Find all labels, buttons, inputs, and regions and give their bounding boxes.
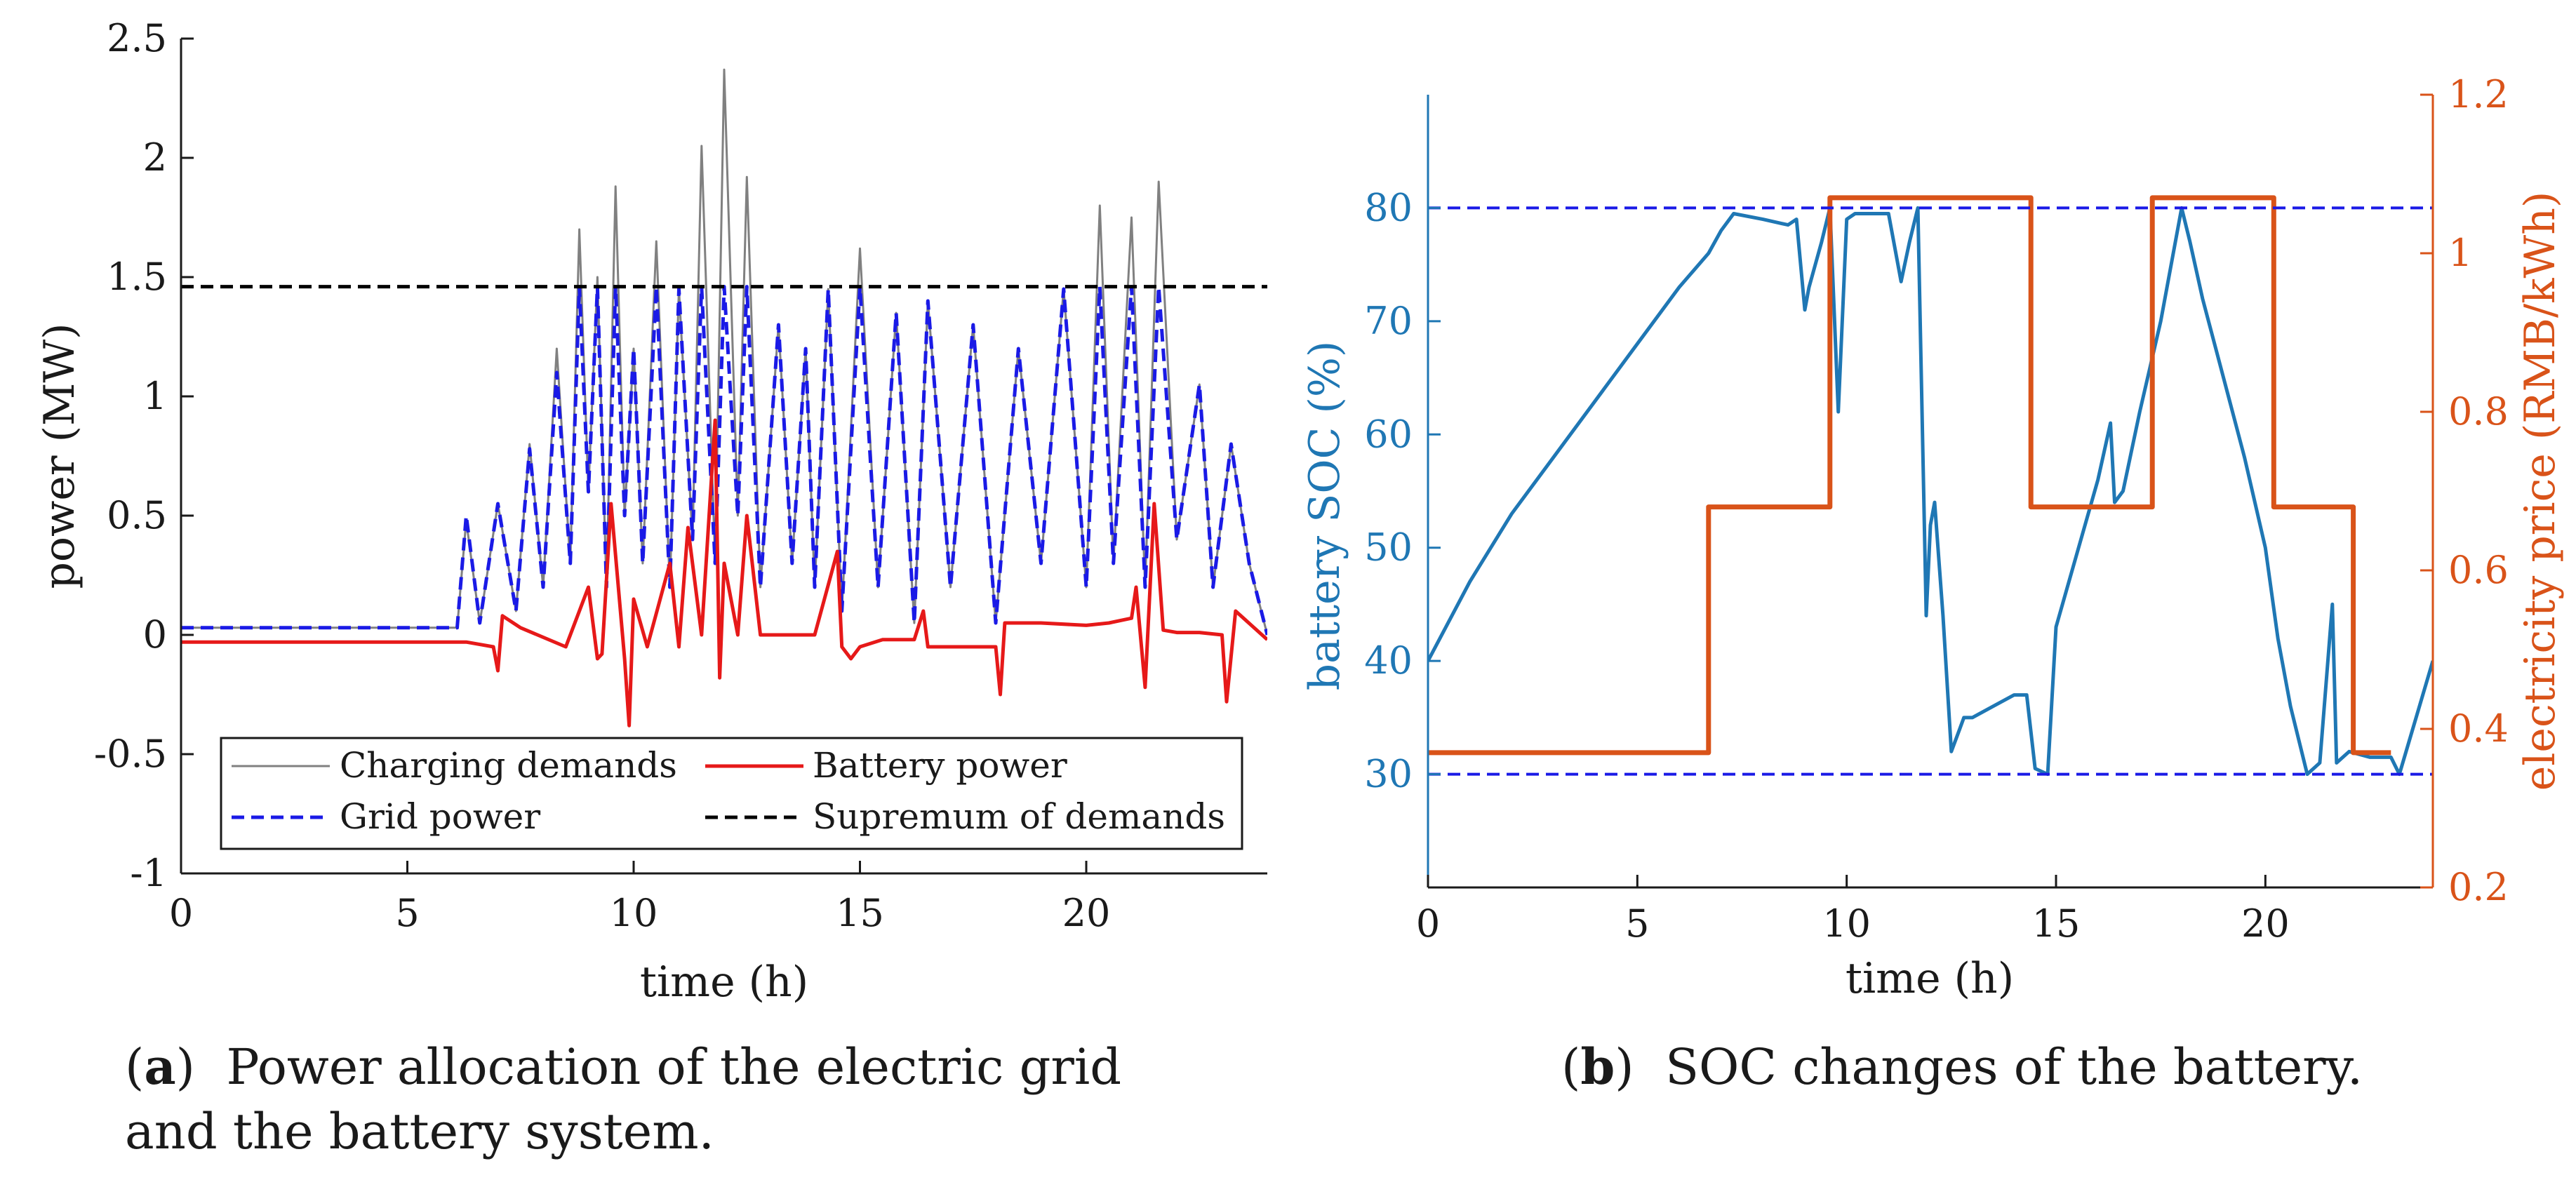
- panel-a-ytick-label: 0.5: [107, 493, 167, 537]
- legend-label-battery-power: Battery power: [813, 745, 1067, 786]
- panel-b-xtick-label: 10: [1822, 901, 1871, 946]
- panel-b-left-ytick-label: 60: [1364, 412, 1413, 456]
- legend-box: [220, 737, 1243, 850]
- panel-b-ylabel-right: electricity price (RMB/kWh): [2516, 192, 2565, 791]
- panel-a-ytick-label: 2: [143, 135, 167, 180]
- panel-b-xtick-label: 15: [2032, 901, 2081, 946]
- legend-label-supremum: Supremum of demands: [813, 796, 1225, 837]
- panel-b-right-ytick-label: 0.4: [2448, 706, 2509, 751]
- panel-b-axes: 30 40 50 60 70 80 0.2 0.4 0.6 0.8 1 1.2 0 5 10 15 20: [1364, 72, 2509, 946]
- panel-a-xtick-label: 0: [169, 891, 193, 935]
- panel-a-ylabel: power (MW): [35, 323, 84, 589]
- caption-b: (b) SOC changes of the battery.: [1561, 1038, 2363, 1096]
- panel-a-plot-area: [181, 39, 1267, 873]
- legend-label-grid-power: Grid power: [340, 796, 540, 837]
- panel-b-left-ytick-label: 40: [1364, 638, 1413, 683]
- panel-b-ylabel-left: battery SOC (%): [1300, 341, 1349, 691]
- panel-b-xlabel: time (h): [1846, 954, 2014, 1003]
- panel-b-left-ytick-label: 70: [1364, 299, 1413, 343]
- panel-a-series-battery-power: [181, 418, 1267, 727]
- panel-b-right-ytick-label: 0.2: [2448, 865, 2509, 909]
- panel-a-legend: Charging demands Battery power Grid powe…: [220, 737, 1243, 850]
- panel-b-series-electricity-price: [1428, 195, 2391, 756]
- panel-a-ytick-label: 1.5: [107, 255, 167, 299]
- panel-b-right-ytick-label: 0.6: [2448, 548, 2509, 592]
- panel-b-xtick-label: 0: [1416, 901, 1440, 946]
- panel-a-ytick-label: 2.5: [107, 16, 167, 60]
- panel-a-xtick-label: 10: [610, 891, 658, 935]
- panel-b-series-group: [1428, 195, 2433, 777]
- panel-b: 30 40 50 60 70 80 0.2 0.4 0.6 0.8 1 1.2 0 5 10 15 20 tim…: [1300, 72, 2565, 1003]
- panel-b-xtick-label: 5: [1625, 901, 1649, 946]
- panel-a-axes: -1 -0.5 0 0.5 1 1.5 2 2.5 0 5 10 15 20: [94, 16, 1267, 935]
- panel-b-left-ytick-label: 80: [1364, 185, 1413, 229]
- caption-b-text: SOC changes of the battery.: [1665, 1038, 2363, 1096]
- panel-b-left-ytick-label: 30: [1364, 752, 1413, 796]
- panel-a-ytick-label: 0: [143, 612, 167, 657]
- panel-b-series-battery-soc: [1428, 206, 2433, 777]
- panel-a: -1 -0.5 0 0.5 1 1.5 2 2.5 0 5 10 15 20 Charging dema…: [35, 16, 1267, 1007]
- panel-b-plot-area: [1428, 95, 2433, 887]
- panel-a-xtick-label: 15: [836, 891, 884, 935]
- panel-a-ytick-label: -0.5: [94, 732, 167, 776]
- panel-a-series-grid-power: [181, 285, 1267, 636]
- panel-a-ytick-label: -1: [130, 851, 167, 895]
- panel-b-right-ytick-label: 1.2: [2448, 72, 2509, 116]
- panel-a-ytick-label: 1: [143, 374, 167, 418]
- caption-a: (a) Power allocation of the electric gri…: [125, 1038, 1122, 1160]
- panel-a-xlabel: time (h): [640, 958, 808, 1007]
- panel-a-series-group: [181, 68, 1267, 727]
- caption-a-label: a: [144, 1038, 176, 1096]
- panel-b-right-ytick-label: 1: [2448, 231, 2472, 275]
- panel-a-xtick-label: 5: [395, 891, 419, 935]
- panel-b-xtick-label: 20: [2241, 901, 2290, 946]
- legend-label-charging-demands: Charging demands: [340, 745, 677, 786]
- panel-b-left-ytick-label: 50: [1364, 525, 1413, 570]
- caption-a-text: Power allocation of the electric grid an…: [125, 1038, 1122, 1160]
- panel-b-right-ytick-label: 0.8: [2448, 389, 2509, 434]
- caption-b-label: b: [1580, 1038, 1615, 1096]
- panel-a-xtick-label: 20: [1062, 891, 1111, 935]
